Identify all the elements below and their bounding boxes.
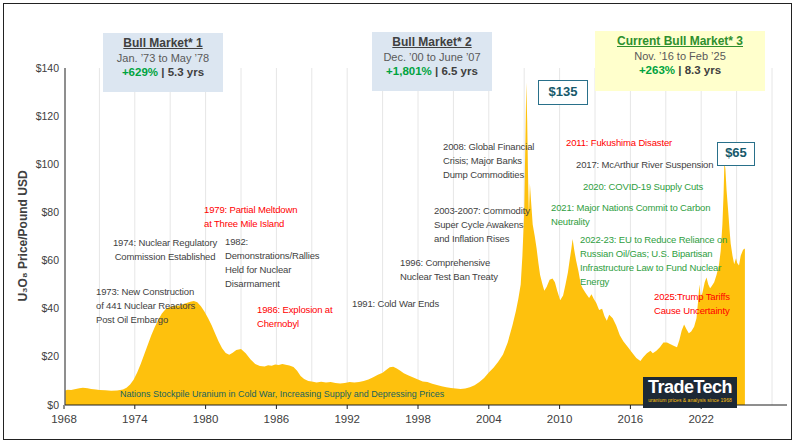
y-tick-label: $100 xyxy=(19,158,59,170)
bull-market-1-gain: +629% | 5.3 yrs xyxy=(103,66,223,78)
annotation-1979: 1979: Partial Meltdown at Three Mile Isl… xyxy=(204,203,297,231)
y-axis-title: U₃O₈ Price/Pound USD xyxy=(16,151,30,321)
bull-market-3-dates: Nov. ’16 to Feb ’25 xyxy=(595,50,765,62)
y-tick-label: $120 xyxy=(19,110,59,122)
bull-market-3-title: Current Bull Market* 3 xyxy=(595,34,765,48)
x-tick-label: 1980 xyxy=(184,413,228,425)
x-tick-label: 2016 xyxy=(608,413,652,425)
bull-market-2-gain: +1,801% | 6.5 yrs xyxy=(372,65,492,77)
annotation-1986: 1986: Explosion at Chernobyl xyxy=(257,303,332,331)
tradetech-logo: TradeTech uranium prices & analysis sinc… xyxy=(643,377,737,408)
annotation-1996: 1996: Comprehensive Nuclear Test Ban Tre… xyxy=(400,256,498,284)
x-tick-label: 1986 xyxy=(254,413,298,425)
bull-market-2-dates: Dec. ’00 to June ’07 xyxy=(372,51,492,63)
annotation-1973: 1973: New Construction of 441 Nuclear Re… xyxy=(96,285,195,327)
y-tick-label: $140 xyxy=(19,62,59,74)
annotation-2022: 2022-23: EU to Reduce Reliance on Russia… xyxy=(580,233,727,289)
bull-market-1-box: Bull Market* 1 Jan. ’73 to May ’78 +629%… xyxy=(103,33,223,92)
tradetech-logo-name: TradeTech xyxy=(643,377,737,397)
bull-market-3-box: Current Bull Market* 3 Nov. ’16 to Feb ’… xyxy=(595,31,765,91)
bull-market-2-box: Bull Market* 2 Dec. ’00 to June ’07 +1,8… xyxy=(372,32,492,91)
y-tick-label: $0 xyxy=(19,399,59,411)
annotation-2003: 2003-2007: Commodity Super Cycle Awakens… xyxy=(434,204,530,246)
y-tick-label: $40 xyxy=(19,302,59,314)
x-tick-label: 2004 xyxy=(467,413,511,425)
price-callout-135: $135 xyxy=(538,80,588,105)
bull-market-1-title: Bull Market* 1 xyxy=(103,36,223,50)
x-tick-label: 2022 xyxy=(679,413,723,425)
annotation-1982: 1982: Demonstrations/Rallies Held for Nu… xyxy=(225,235,319,291)
y-tick-label: $20 xyxy=(19,350,59,362)
x-tick-label: 1998 xyxy=(396,413,440,425)
y-tick-label: $60 xyxy=(19,254,59,266)
bull-market-2-title: Bull Market* 2 xyxy=(372,35,492,49)
bull-market-3-gain: +263% | 8.3 yrs xyxy=(595,64,765,76)
x-tick-label: 1992 xyxy=(325,413,369,425)
bull-market-1-dates: Jan. ’73 to May ’78 xyxy=(103,52,223,64)
x-tick-label: 1974 xyxy=(113,413,157,425)
annotation-2020: 2020: COVID-19 Supply Cuts xyxy=(583,180,703,194)
x-tick-label: 1968 xyxy=(42,413,86,425)
annotation-2025: 2025:Trump Tariffs Cause Uncertainty xyxy=(654,290,730,318)
tradetech-logo-tagline: uranium prices & analysis since 1968 xyxy=(647,397,733,404)
figure: U₃O₈ Price/Pound USD $0 $20 $40 $60 $80 $100 $… xyxy=(0,0,796,444)
x-tick-label: 2010 xyxy=(538,413,582,425)
annotation-1991: 1991: Cold War Ends xyxy=(352,297,439,311)
annotation-2008: 2008: Global Financial Crisis; Major Ban… xyxy=(443,140,534,182)
cold-war-note: Nations Stockpile Uranium in Cold War, I… xyxy=(120,389,444,399)
price-callout-65: $65 xyxy=(717,142,755,166)
annotation-2021: 2021: Major Nations Commit to Carbon Neu… xyxy=(551,201,710,229)
annotation-1974: 1974: Nuclear Regulatory Commission Esta… xyxy=(110,236,220,264)
y-tick-label: $80 xyxy=(19,206,59,218)
annotation-2017: 2017: McArthur River Suspension xyxy=(576,158,713,172)
annotation-2011: 2011: Fukushima Disaster xyxy=(566,136,672,150)
